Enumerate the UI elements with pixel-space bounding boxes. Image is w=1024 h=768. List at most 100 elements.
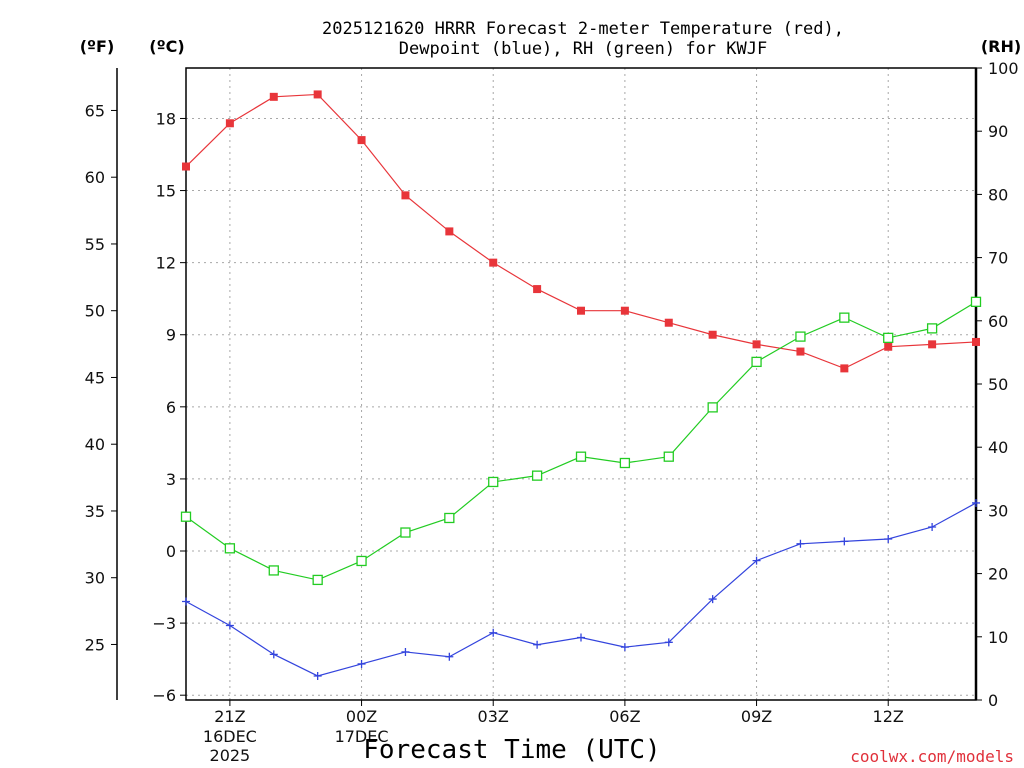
rh-series-line <box>185 301 977 581</box>
rh-point <box>488 476 499 488</box>
fahrenheit-tick-label: 35 <box>85 502 105 521</box>
fahrenheit-tick-label: 55 <box>85 235 105 254</box>
temperature-point <box>664 318 673 327</box>
dewpoint-point <box>401 647 410 656</box>
temperature-point <box>752 340 761 349</box>
x-tick-label: 09Z <box>741 707 772 726</box>
fahrenheit-tick-label: 40 <box>85 435 105 454</box>
dewpoint-point <box>533 640 542 649</box>
temperature-point <box>269 92 278 101</box>
celsius-tick-label: 6 <box>166 398 176 417</box>
celsius-tick-label: 3 <box>166 470 176 489</box>
temperature-series-line <box>185 93 977 370</box>
fahrenheit-tick-label: 30 <box>85 569 105 588</box>
temperature-point <box>489 258 498 267</box>
dewpoint-point <box>182 597 190 606</box>
temperature-point <box>708 330 717 339</box>
rh-point <box>619 457 631 469</box>
fahrenheit-tick-label: 60 <box>85 168 105 187</box>
rh-point <box>795 331 806 342</box>
rh-point <box>268 565 279 576</box>
x-tick-label: 12Z <box>873 707 904 726</box>
fahrenheit-tick-label: 25 <box>85 635 105 654</box>
rh-tick-label: 70 <box>988 249 1008 268</box>
chart-title-line1: 2025121620 HRRR Forecast 2-meter Tempera… <box>322 19 844 39</box>
fahrenheit-tick-label: 45 <box>85 368 105 387</box>
dewpoint-point <box>357 659 366 668</box>
rh-point <box>444 512 455 524</box>
temperature-point <box>401 191 410 200</box>
temperature-point <box>884 342 893 351</box>
rh-point <box>180 511 192 522</box>
x-axis-title: Forecast Time (UTC) <box>363 735 660 765</box>
rh-point <box>575 451 587 462</box>
x-tick-date-label: 17DEC <box>335 727 389 746</box>
celsius-tick-label: −6 <box>152 686 176 705</box>
temperature-point <box>313 90 322 99</box>
x-tick-label: 03Z <box>478 707 509 726</box>
celsius-tick-label: 0 <box>166 542 176 561</box>
axes: −6 −3 0 3 6 9 12 15 18 25 30 35 40 45 50 55 60 65 0 10 20 30 4… <box>85 59 1019 765</box>
dewpoint-point <box>577 633 585 642</box>
celsius-tick-label: 18 <box>156 109 176 128</box>
dewpoint-point <box>489 628 498 637</box>
celsius-tick-label: −3 <box>152 614 176 633</box>
dewpoint-point <box>884 534 893 543</box>
x-tick-year-label: 2025 <box>210 746 251 765</box>
celsius-unit-label: (ºC) <box>149 37 184 56</box>
dewpoint-point <box>796 539 805 548</box>
x-tick-label: 21Z <box>214 707 245 726</box>
celsius-tick-label: 15 <box>156 182 176 201</box>
celsius-tick-label: 9 <box>166 326 176 345</box>
x-tick-label: 06Z <box>609 707 640 726</box>
rh-point <box>400 527 411 538</box>
rh-point <box>839 312 850 323</box>
rh-tick-label: 100 <box>988 59 1019 78</box>
rh-tick-label: 30 <box>988 501 1008 520</box>
rh-point <box>970 296 982 307</box>
dewpoint-point <box>664 638 673 647</box>
dewpoint-point <box>840 537 849 546</box>
dewpoint-point <box>928 522 937 531</box>
dewpoint-point <box>708 595 717 604</box>
rh-unit-label: (RH) <box>981 37 1021 56</box>
rh-point <box>531 470 543 481</box>
celsius-tick-label: 12 <box>156 254 176 273</box>
fahrenheit-tick-label: 65 <box>85 101 105 120</box>
rh-tick-label: 90 <box>988 122 1008 141</box>
dewpoint-point <box>752 556 761 565</box>
rh-point <box>356 555 367 567</box>
fahrenheit-unit-label: (ºF) <box>80 37 115 56</box>
rh-point <box>312 574 323 586</box>
site-credit: coolwx.com/models <box>850 747 1014 766</box>
temperature-point <box>533 285 542 294</box>
temperature-point <box>972 337 980 346</box>
dewpoint-point <box>445 652 454 661</box>
dewpoint-point <box>313 671 322 680</box>
rh-point <box>224 543 236 554</box>
temperature-point <box>445 227 454 236</box>
dewpoint-point <box>972 498 980 507</box>
rh-point <box>707 402 718 413</box>
temperature-point <box>182 162 190 171</box>
dewpoint-series-line <box>185 502 977 677</box>
chart-title-line2: Dewpoint (blue), RH (green) for KWJF <box>399 39 767 59</box>
rh-tick-label: 50 <box>988 375 1008 394</box>
dewpoint-point <box>620 643 629 652</box>
x-tick-date-label: 16DEC <box>203 727 257 746</box>
dewpoint-point <box>225 621 234 630</box>
temperature-point <box>928 340 937 349</box>
rh-tick-label: 60 <box>988 312 1008 331</box>
temperature-point <box>357 136 366 145</box>
rh-tick-label: 0 <box>988 691 998 710</box>
temperature-point <box>796 347 805 356</box>
x-tick-label: 00Z <box>346 707 377 726</box>
grid-lines <box>186 68 976 700</box>
temperature-point <box>225 119 234 128</box>
rh-point <box>926 323 938 334</box>
dewpoint-point <box>269 650 278 659</box>
data-series <box>180 90 982 680</box>
rh-point <box>751 356 762 368</box>
plot-frame <box>185 67 977 701</box>
